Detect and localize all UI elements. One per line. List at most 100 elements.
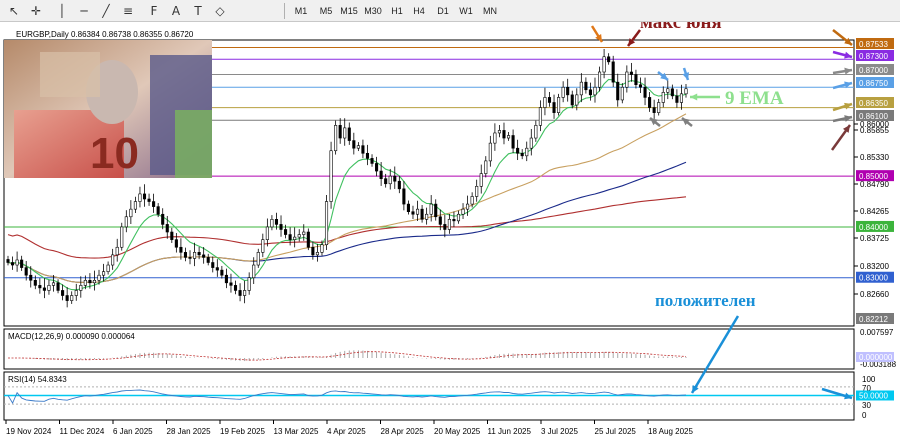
candle-body <box>484 160 488 174</box>
ma-red-line <box>7 196 687 259</box>
price-axis-label: 0.85000 <box>859 172 888 181</box>
candle-body <box>92 279 96 284</box>
macd-axis-label: -0.003188 <box>860 360 897 369</box>
candle-body <box>529 137 533 149</box>
candle-body <box>224 274 228 284</box>
level-arrow-dark-head <box>842 125 850 133</box>
candle-body <box>602 56 606 73</box>
candle-body <box>38 285 42 289</box>
candle-body <box>616 81 620 101</box>
candle-body <box>47 285 51 291</box>
positive-arrow-rsi <box>690 315 740 394</box>
candle-body <box>70 295 74 301</box>
candle-body <box>79 285 83 291</box>
channel-icon[interactable]: ≡ <box>122 4 134 18</box>
timeframe-m30[interactable]: M30 <box>364 6 382 16</box>
chart-area[interactable]: 10 EURGBP,Daily 0.86384 0.86738 0.86355 … <box>0 22 900 441</box>
candle-body <box>302 231 306 235</box>
candle-body <box>233 285 238 291</box>
macd-label: MACD(12,26,9) 0.000090 0.000064 <box>8 332 135 341</box>
date-axis-label: 13 Mar 2025 <box>274 427 319 436</box>
horizontal-line-icon[interactable]: ─ <box>80 4 88 18</box>
trendline-icon[interactable]: ╱ <box>102 4 110 18</box>
ema9-annotation: 9 EMA <box>725 88 784 109</box>
price-axis-label: 0.83000 <box>859 274 888 283</box>
timeframe-h1[interactable]: H1 <box>391 6 403 16</box>
fibonacci-icon[interactable]: F <box>150 4 158 18</box>
candle-body <box>74 290 78 296</box>
rsi-axis-label: 30 <box>862 401 871 410</box>
annotation-positive: положителен <box>655 291 756 310</box>
vertical-line-icon[interactable]: │ <box>58 4 66 18</box>
price-label-box <box>856 220 894 232</box>
candle-body <box>51 282 56 286</box>
touch-arrow-head <box>650 118 658 126</box>
macd-axis-label: 0.007597 <box>860 328 894 337</box>
candle-body <box>375 163 379 172</box>
date-axis-label: 19 Feb 2025 <box>220 427 265 436</box>
candle-body <box>206 257 210 263</box>
level-arrow-head <box>844 51 852 59</box>
candle-body <box>429 203 433 215</box>
price-axis-label: 0.85330 <box>860 153 889 162</box>
label-icon[interactable]: T <box>194 4 202 18</box>
candle-body <box>425 213 429 220</box>
candle-body <box>138 193 142 202</box>
price-axis-label: 0.86750 <box>859 79 888 88</box>
candle-body <box>384 178 388 185</box>
ema9-arrow-head <box>690 93 698 101</box>
candle-body <box>488 142 492 162</box>
candle-body <box>675 95 679 103</box>
crosshair-icon[interactable]: ✛ <box>30 4 42 18</box>
candle-body <box>584 81 588 91</box>
candle-body <box>506 135 511 139</box>
date-axis-label: 6 Jan 2025 <box>113 427 153 436</box>
candle-body <box>361 145 365 154</box>
timeframe-m1[interactable]: M1 <box>294 6 308 16</box>
candle-body <box>356 145 360 149</box>
candle-body <box>470 196 474 205</box>
candle-body <box>434 203 438 218</box>
timeframe-mn[interactable]: MN <box>483 6 497 16</box>
candle-body <box>452 219 456 222</box>
candle-body <box>411 211 415 215</box>
timeframe-d1[interactable]: D1 <box>437 6 449 16</box>
candle-body <box>379 170 383 179</box>
text-icon[interactable]: A <box>171 4 181 18</box>
candle-body <box>65 295 69 301</box>
timeframe-m15[interactable]: M15 <box>340 6 358 16</box>
candle-body <box>42 287 46 291</box>
shapes-icon[interactable]: ◇ <box>215 4 225 18</box>
candle-body <box>347 127 351 141</box>
svg-text:10: 10 <box>90 129 139 178</box>
price-label-box <box>856 64 894 75</box>
price-axis-label: 0.85855 <box>860 126 889 135</box>
candle-body <box>352 140 356 149</box>
candle-body <box>315 252 319 256</box>
candle-body <box>607 56 611 63</box>
timeframe-w1[interactable]: W1 <box>459 6 473 16</box>
candle-body <box>6 259 10 263</box>
candle-body <box>274 219 279 225</box>
candle-body <box>406 203 410 213</box>
candle-body <box>397 180 401 190</box>
candle-body <box>193 252 197 259</box>
candle-body <box>238 290 242 296</box>
candle-body <box>666 88 670 93</box>
toolbar-separator <box>284 3 285 19</box>
date-axis-label: 28 Jan 2025 <box>167 427 212 436</box>
candle-body <box>657 102 661 113</box>
timeframe-m5[interactable]: M5 <box>319 6 333 16</box>
cursor-icon[interactable]: ↖ <box>8 4 20 18</box>
candle-body <box>11 262 15 266</box>
candle-body <box>161 213 165 225</box>
candle-body <box>202 254 206 258</box>
candle-body <box>634 74 638 86</box>
candle-body <box>29 274 33 281</box>
price-label-box <box>856 271 894 283</box>
rsi-axis-label: 100 <box>862 375 876 384</box>
candle-body <box>479 173 483 187</box>
ema9-line <box>7 78 687 291</box>
timeframe-h4[interactable]: H4 <box>413 6 425 16</box>
candle-body <box>516 147 520 154</box>
